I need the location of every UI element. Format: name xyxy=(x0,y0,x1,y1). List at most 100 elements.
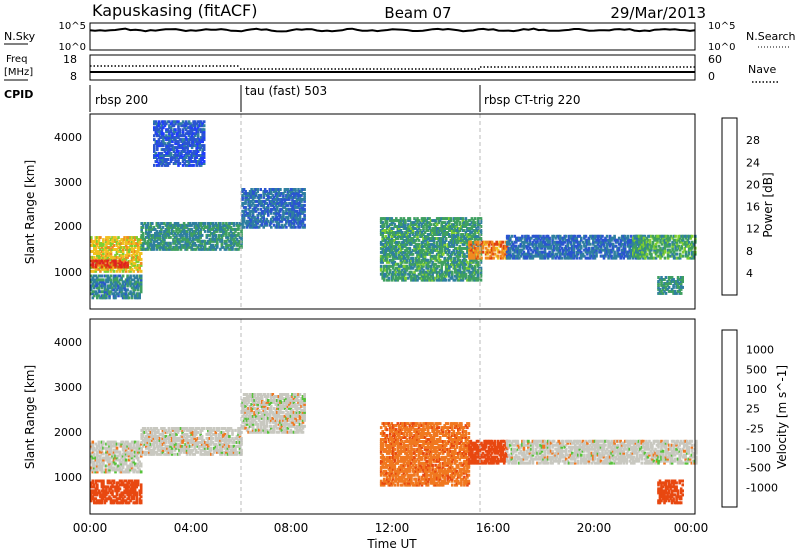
power-cell xyxy=(463,262,466,266)
power-cell xyxy=(174,142,177,146)
power-cell xyxy=(560,246,563,250)
power-cell xyxy=(437,233,440,236)
power-cell xyxy=(539,242,542,246)
power-cell xyxy=(470,235,474,238)
power-cell xyxy=(405,227,409,230)
power-cell xyxy=(253,217,256,221)
power-cell xyxy=(190,231,193,235)
power-cell xyxy=(574,238,577,242)
power-cell xyxy=(475,254,479,258)
power-cell xyxy=(475,229,478,232)
power-cell xyxy=(199,227,202,231)
power-cell xyxy=(622,236,625,240)
power-cell xyxy=(136,248,140,251)
power-cell xyxy=(476,260,480,264)
power-cell xyxy=(379,260,383,264)
power-cell xyxy=(210,237,213,241)
power-cell xyxy=(152,241,156,245)
power-cell xyxy=(438,227,442,230)
power-cell xyxy=(288,207,291,211)
power-cell xyxy=(631,256,635,260)
power-cell xyxy=(472,235,475,238)
power-cell xyxy=(161,233,165,237)
power-cell xyxy=(469,270,472,274)
power-cell xyxy=(648,234,652,238)
power-cell xyxy=(187,126,191,130)
power-cell xyxy=(105,288,108,292)
power-cell xyxy=(560,242,563,246)
power-cell xyxy=(136,296,140,300)
power-cell xyxy=(179,231,183,235)
power-cell xyxy=(178,241,181,245)
power-cell xyxy=(268,221,272,225)
power-cell xyxy=(404,223,407,227)
power-cell xyxy=(454,246,457,250)
power-cell xyxy=(270,217,273,221)
power-cell xyxy=(242,201,246,205)
power-cell xyxy=(452,248,456,252)
power-cell xyxy=(100,246,104,249)
power-cell xyxy=(457,274,460,278)
power-cell xyxy=(477,248,480,252)
power-cell xyxy=(665,234,668,238)
power-cell xyxy=(389,258,392,262)
power-cell xyxy=(270,209,273,213)
power-cell xyxy=(516,256,520,260)
power-cell xyxy=(235,243,239,247)
power-cell xyxy=(663,246,667,250)
power-cell xyxy=(267,195,270,199)
power-cell xyxy=(274,188,278,191)
power-cell xyxy=(379,256,383,260)
power-cell xyxy=(187,138,191,142)
power-cell xyxy=(97,261,101,265)
power-cell xyxy=(451,237,454,240)
power-cell xyxy=(571,252,574,256)
power-cell xyxy=(457,237,460,240)
power-cell xyxy=(540,252,544,256)
power-cell xyxy=(136,286,140,290)
power-cell xyxy=(441,225,445,228)
power-cell xyxy=(599,248,603,252)
power-cell xyxy=(385,248,389,252)
power-cell xyxy=(521,234,524,238)
power-cell xyxy=(416,268,419,272)
power-cell xyxy=(402,235,406,238)
power-cell xyxy=(381,272,384,276)
power-cell xyxy=(153,138,156,142)
power-cell xyxy=(127,269,131,273)
power-cell xyxy=(628,246,631,250)
power-cell xyxy=(127,292,131,296)
power-cell xyxy=(518,252,521,256)
power-cell xyxy=(108,252,111,255)
power-cell xyxy=(623,254,627,258)
power-cell xyxy=(431,238,434,242)
power-cell xyxy=(399,256,403,260)
power-cell xyxy=(458,237,462,240)
power-cell xyxy=(475,270,478,274)
power-cell xyxy=(419,260,422,264)
power-cell xyxy=(285,219,288,223)
power-cell xyxy=(590,250,594,254)
power-cell xyxy=(638,240,641,244)
power-cell xyxy=(195,148,198,152)
power-cell xyxy=(93,255,96,259)
power-cell xyxy=(117,292,120,296)
power-cell xyxy=(268,201,272,205)
power-cell xyxy=(410,266,413,270)
power-cell xyxy=(558,236,562,240)
power-cell xyxy=(472,244,476,248)
power-cell xyxy=(461,223,465,227)
power-cell xyxy=(448,221,451,225)
power-cell xyxy=(154,120,158,124)
power-cell xyxy=(301,221,305,225)
power-cell xyxy=(440,244,443,248)
power-cell xyxy=(301,225,305,229)
power-cell xyxy=(410,270,413,274)
power-cell xyxy=(124,278,128,282)
power-cell xyxy=(411,252,415,256)
power-cell xyxy=(586,252,589,256)
power-cell xyxy=(422,256,425,260)
power-cell xyxy=(166,229,169,233)
power-cell xyxy=(253,193,256,197)
power-cell xyxy=(197,235,201,239)
